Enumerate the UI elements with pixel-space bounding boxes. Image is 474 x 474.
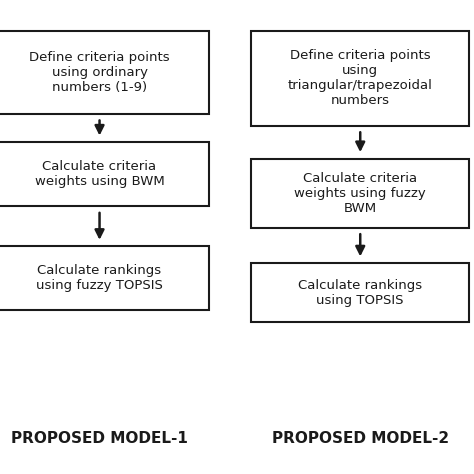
Text: PROPOSED MODEL-1: PROPOSED MODEL-1 [11, 430, 188, 446]
Bar [0, 142, 209, 206]
Text: Calculate criteria
weights using BWM: Calculate criteria weights using BWM [35, 160, 164, 188]
Text: PROPOSED MODEL-2: PROPOSED MODEL-2 [272, 430, 449, 446]
Bar [251, 159, 469, 228]
Text: Calculate criteria
weights using fuzzy
BWM: Calculate criteria weights using fuzzy B… [294, 172, 426, 215]
Text: Calculate rankings
using TOPSIS: Calculate rankings using TOPSIS [298, 279, 422, 307]
Text: Calculate rankings
using fuzzy TOPSIS: Calculate rankings using fuzzy TOPSIS [36, 264, 163, 292]
Text: Define criteria points
using
triangular/trapezoidal
numbers: Define criteria points using triangular/… [288, 49, 433, 107]
Bar [251, 263, 469, 322]
Bar [251, 31, 469, 126]
Bar [0, 31, 209, 114]
Bar [0, 246, 209, 310]
Text: Define criteria points
using ordinary
numbers (1-9): Define criteria points using ordinary nu… [29, 51, 170, 94]
